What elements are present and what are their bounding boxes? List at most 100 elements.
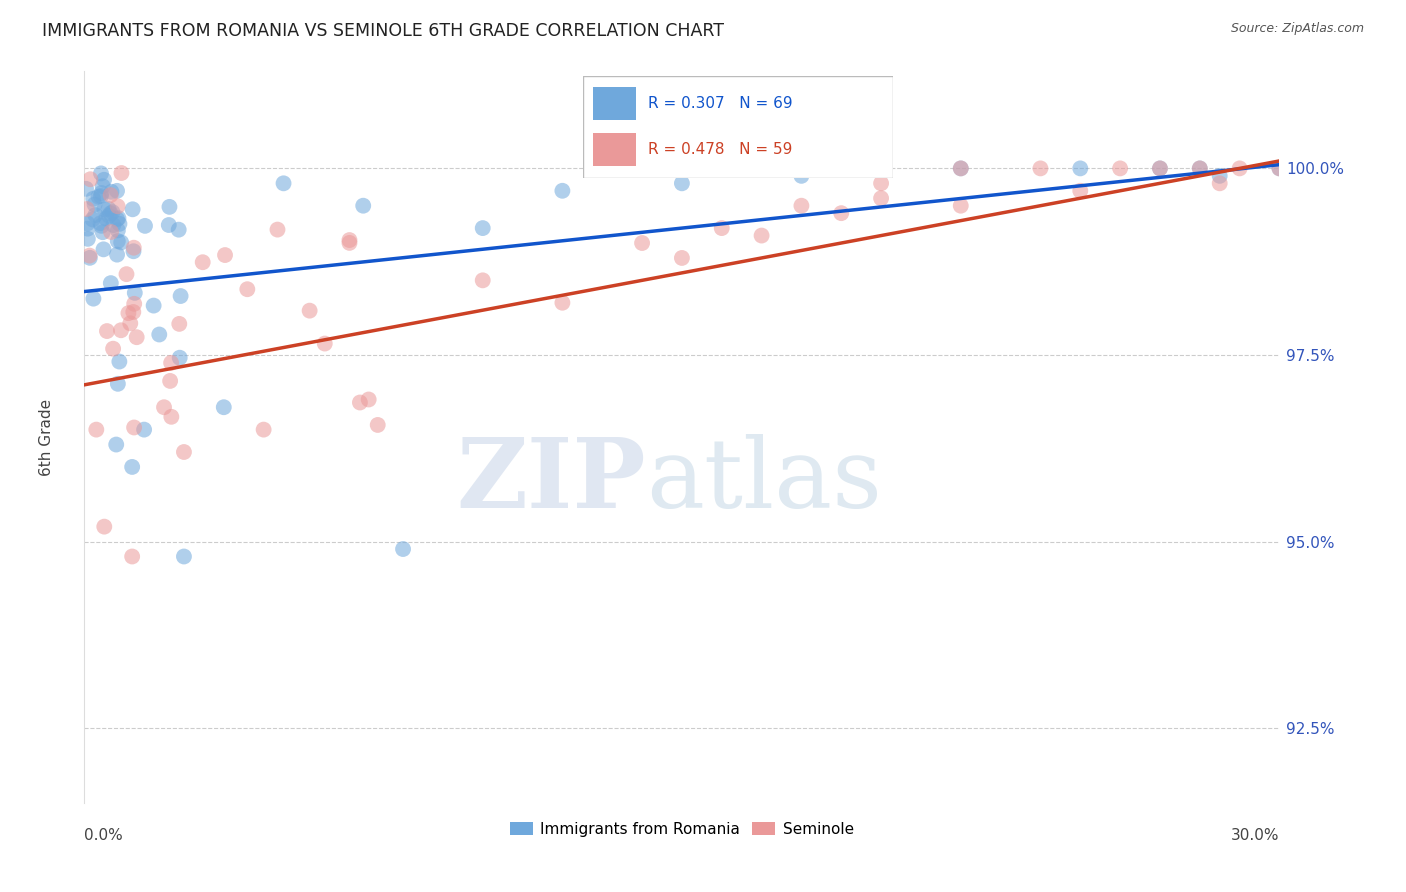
Point (76, 216, 98, 230)
Point (169, 351, 191, 365)
Point (100, 276, 122, 290)
Point (105, 184, 128, 198)
Point (76, 202, 98, 216)
Point (93, 519, 115, 533)
Point (870, 177, 893, 191)
Point (122, 420, 145, 434)
Point (253, 423, 276, 437)
Point (159, 200, 181, 214)
Point (339, 235, 361, 250)
Point (870, 161, 893, 176)
Point (142, 299, 165, 313)
Point (100, 188, 122, 202)
Point (90, 186, 112, 200)
Point (107, 199, 129, 213)
Point (631, 235, 654, 250)
Point (110, 166, 132, 180)
Point (117, 306, 139, 320)
Point (157, 218, 180, 232)
Point (97, 202, 120, 216)
Point (214, 248, 236, 262)
Point (122, 244, 145, 259)
Point (79, 172, 101, 186)
Point (101, 205, 124, 219)
Point (1069, 161, 1091, 176)
Point (1149, 161, 1171, 176)
Text: 6th Grade: 6th Grade (39, 399, 55, 475)
Point (93, 202, 115, 216)
Point (108, 217, 131, 231)
Point (212, 401, 235, 415)
Text: R = 0.307   N = 69: R = 0.307 N = 69 (648, 96, 793, 111)
Point (1188, 161, 1211, 176)
Point (132, 423, 156, 437)
Point (710, 221, 733, 235)
Point (949, 199, 972, 213)
Point (191, 255, 214, 269)
Point (90, 189, 112, 203)
Point (115, 267, 138, 281)
Point (86, 423, 108, 437)
Point (1029, 161, 1052, 176)
Point (169, 289, 191, 303)
Point (314, 336, 336, 351)
Point (100, 185, 122, 199)
Point (79, 249, 101, 263)
Point (352, 199, 374, 213)
Point (83, 197, 105, 211)
FancyBboxPatch shape (583, 76, 893, 178)
Point (551, 295, 574, 310)
Point (93, 243, 115, 257)
Point (122, 305, 145, 319)
Point (153, 401, 176, 415)
Point (100, 225, 122, 239)
Point (339, 233, 361, 247)
Point (105, 247, 128, 261)
Point (96, 324, 118, 338)
Text: R = 0.478   N = 59: R = 0.478 N = 59 (648, 142, 793, 157)
Point (101, 342, 124, 356)
Point (91, 225, 114, 239)
Point (124, 285, 146, 300)
Point (105, 437, 128, 451)
Point (82, 292, 104, 306)
Point (82, 192, 104, 206)
Point (273, 177, 295, 191)
Point (173, 549, 195, 564)
Point (1188, 161, 1211, 176)
Point (110, 323, 132, 337)
Point (120, 316, 142, 330)
Point (121, 549, 143, 564)
Text: atlas: atlas (647, 434, 882, 528)
Point (122, 297, 145, 311)
Point (1268, 161, 1291, 176)
Point (1069, 184, 1091, 198)
Point (949, 161, 972, 176)
Point (949, 161, 972, 176)
Point (79, 251, 101, 265)
Point (89, 216, 111, 230)
Point (392, 542, 415, 557)
Point (357, 392, 380, 407)
Point (790, 199, 813, 213)
Point (551, 184, 574, 198)
Point (82, 212, 104, 227)
Point (1229, 161, 1251, 176)
Legend: Immigrants from Romania, Seminole: Immigrants from Romania, Seminole (503, 815, 860, 843)
Point (96, 211, 118, 226)
Point (266, 222, 288, 236)
Bar (593, 133, 636, 166)
Point (159, 374, 181, 388)
Text: 30.0%: 30.0% (1232, 829, 1279, 844)
Point (134, 219, 156, 233)
Text: 0.0%: 0.0% (84, 829, 124, 844)
Point (121, 202, 143, 217)
Point (108, 354, 131, 368)
Point (93, 173, 115, 187)
Point (107, 234, 129, 248)
Point (107, 211, 129, 226)
Point (1149, 161, 1171, 176)
Point (121, 459, 143, 474)
Point (110, 235, 132, 250)
Point (76, 221, 98, 235)
